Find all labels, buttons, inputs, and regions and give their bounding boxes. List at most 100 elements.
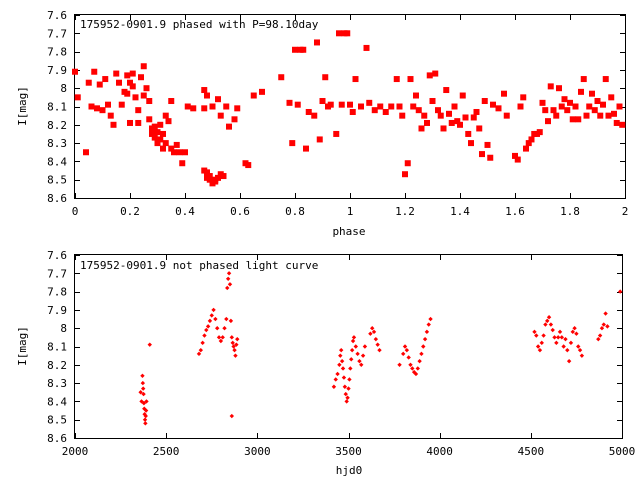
phased-data-point bbox=[597, 112, 604, 119]
phased-data-point bbox=[586, 103, 593, 110]
phased-data-point bbox=[454, 118, 461, 125]
phased-data-point bbox=[547, 83, 554, 90]
phased-data-point bbox=[465, 130, 472, 137]
unphased-data-point bbox=[143, 421, 148, 426]
unphased-data-point bbox=[348, 366, 353, 371]
phased-data-point bbox=[561, 96, 568, 103]
unphased-data-point bbox=[605, 324, 610, 329]
unphased-data-point bbox=[541, 333, 546, 338]
phased-data-point bbox=[303, 145, 309, 152]
phased-data-point bbox=[418, 125, 425, 132]
phased-plot-frame bbox=[74, 14, 626, 199]
unphased-x-tick-label: 2500 bbox=[153, 445, 180, 458]
phased-data-point bbox=[487, 154, 494, 161]
phased-x-tick-label: 1.8 bbox=[560, 205, 580, 218]
phased-data-point bbox=[215, 96, 221, 103]
unphased-data-point bbox=[397, 362, 402, 367]
phased-y-tick-label: 8 bbox=[60, 82, 67, 95]
unphased-data-point bbox=[601, 322, 606, 327]
phased-data-point bbox=[72, 68, 78, 75]
phased-data-point bbox=[190, 105, 197, 112]
phased-data-point bbox=[542, 107, 549, 114]
unphased-data-point bbox=[559, 335, 565, 340]
unphased-data-point bbox=[370, 326, 375, 331]
unphased-data-point bbox=[142, 417, 148, 422]
unphased-y-tick-label: 7.7 bbox=[47, 267, 67, 280]
phased-data-point bbox=[223, 103, 230, 110]
phased-data-point bbox=[338, 101, 345, 108]
phased-data-point bbox=[336, 30, 342, 37]
phased-data-point bbox=[132, 94, 139, 101]
unphased-data-point bbox=[144, 399, 149, 404]
phased-data-point bbox=[490, 101, 496, 108]
unphased-data-point bbox=[419, 351, 424, 357]
phased-data-point bbox=[278, 74, 285, 81]
unphased-data-point bbox=[351, 335, 357, 340]
phased-data-point bbox=[580, 76, 587, 83]
unphased-data-point bbox=[200, 340, 205, 346]
unphased-data-point bbox=[426, 322, 431, 327]
unphased-data-point bbox=[225, 276, 231, 281]
phased-data-point bbox=[182, 149, 188, 156]
unphased-y-tick-label: 8.5 bbox=[47, 414, 67, 427]
phased-data-point bbox=[517, 103, 524, 110]
phased-data-point bbox=[102, 76, 109, 83]
unphased-y-tick-label: 8 bbox=[60, 322, 67, 335]
phased-data-point bbox=[171, 149, 177, 156]
phased-data-point bbox=[396, 103, 403, 110]
unphased-data-point bbox=[140, 373, 145, 378]
unphased-data-point bbox=[234, 342, 239, 347]
unphased-data-point bbox=[347, 377, 352, 382]
phased-y-tick-label: 7.9 bbox=[47, 64, 67, 77]
unphased-data-point bbox=[574, 331, 579, 336]
unphased-y-tick-label: 8.1 bbox=[47, 341, 67, 354]
phased-data-point bbox=[151, 123, 158, 130]
unphased-data-point bbox=[408, 362, 413, 367]
unphased-data-point bbox=[534, 333, 539, 338]
phased-data-point bbox=[83, 149, 89, 156]
unphased-data-point bbox=[213, 316, 218, 322]
phased-data-point bbox=[88, 103, 95, 110]
unphased-x-tick-label: 3000 bbox=[244, 445, 271, 458]
phased-data-point bbox=[473, 108, 480, 115]
phased-data-point bbox=[608, 94, 615, 101]
phased-data-point bbox=[143, 85, 150, 92]
unphased-data-point bbox=[230, 340, 235, 346]
phased-data-point bbox=[179, 160, 186, 167]
phased-data-point bbox=[363, 44, 370, 51]
unphased-data-point bbox=[233, 353, 238, 358]
unphased-data-point bbox=[349, 347, 355, 353]
phased-data-point bbox=[107, 112, 114, 119]
unphased-data-point bbox=[579, 353, 585, 358]
unphased-data-point bbox=[209, 313, 214, 318]
unphased-data-point bbox=[232, 347, 237, 353]
unphased-data-point bbox=[205, 324, 211, 329]
phased-data-point bbox=[231, 116, 238, 123]
phased-data-point bbox=[583, 112, 590, 119]
phased-data-point bbox=[545, 118, 551, 125]
unphased-data-point bbox=[550, 327, 555, 333]
phased-data-point bbox=[514, 156, 521, 163]
phased-data-point bbox=[448, 119, 455, 126]
phased-data-point bbox=[162, 112, 169, 119]
phased-data-point bbox=[74, 94, 81, 101]
phased-data-point bbox=[289, 140, 296, 147]
phased-data-point bbox=[402, 171, 408, 178]
phased-data-point bbox=[594, 98, 601, 105]
unphased-data-point bbox=[572, 326, 577, 331]
phased-data-point bbox=[437, 112, 444, 119]
unphased-data-point bbox=[204, 327, 209, 333]
phased-data-point bbox=[575, 116, 582, 123]
phased-data-point bbox=[536, 129, 543, 136]
unphased-data-point bbox=[404, 347, 410, 353]
phased-data-point bbox=[85, 79, 92, 86]
phased-x-tick-label: 0.8 bbox=[285, 205, 305, 218]
phased-data-point bbox=[116, 79, 122, 86]
phased-y-axis-label: I[mag] bbox=[16, 86, 29, 126]
unphased-data-point bbox=[345, 395, 350, 400]
phased-data-point bbox=[226, 123, 232, 130]
unphased-data-point bbox=[406, 355, 411, 360]
phased-data-point bbox=[600, 101, 606, 108]
unphased-data-point bbox=[570, 329, 575, 335]
